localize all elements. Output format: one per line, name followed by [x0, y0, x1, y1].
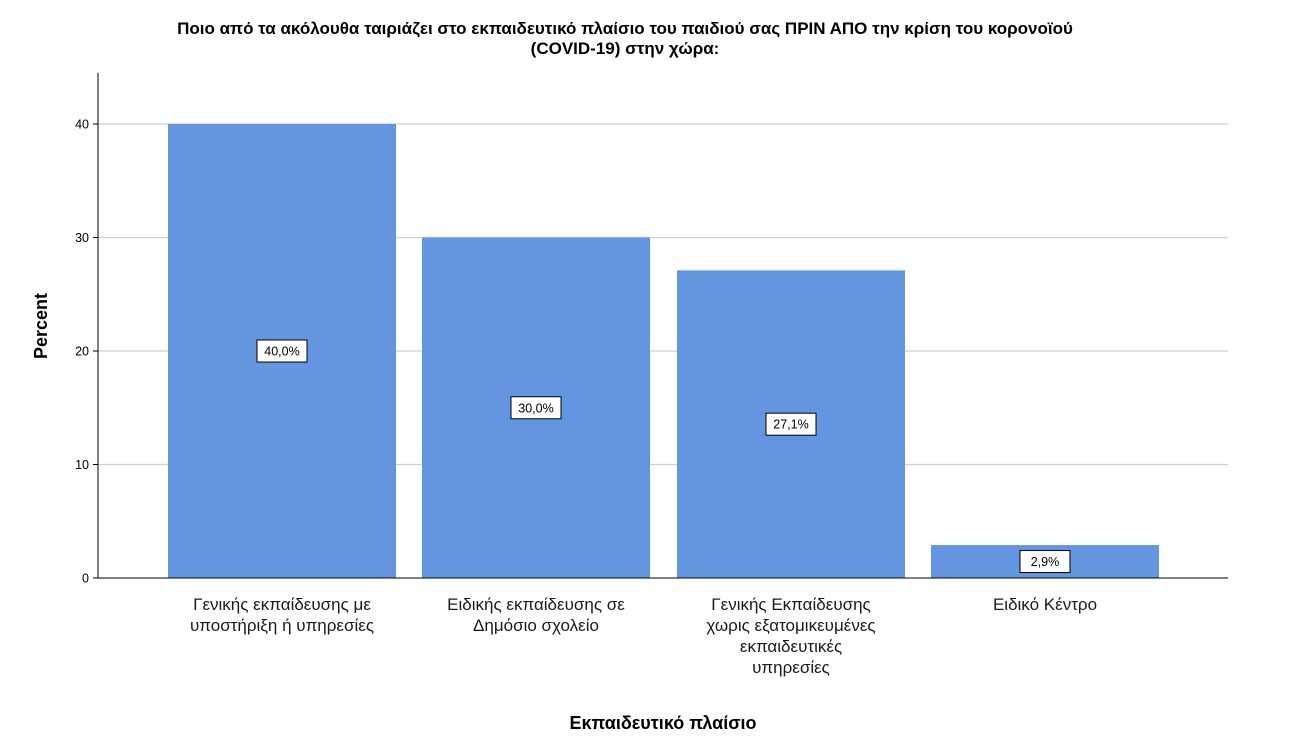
x-category-label: Ειδικό Κέντρο: [993, 595, 1097, 614]
y-axis-title: Percent: [31, 293, 51, 359]
x-category-label-line: Γενικής εκπαίδευσης με: [193, 595, 371, 614]
chart-title: Ποιο από τα ακόλουθα ταιριάζει στο εκπαι…: [177, 19, 1073, 58]
y-tick-label: 10: [75, 458, 89, 472]
data-label: 40,0%: [256, 339, 308, 363]
x-category-label-line: Δημόσιο σχολείο: [473, 616, 599, 635]
x-category-label-line: Γενικής Εκπαίδευσης: [711, 595, 871, 614]
data-label-text: 27,1%: [773, 418, 808, 432]
x-category-label-line: Ειδικής εκπαίδευσης σε: [447, 595, 625, 614]
data-label: 2,9%: [1019, 550, 1071, 574]
data-label-box: [1019, 550, 1071, 574]
data-label: 27,1%: [765, 412, 817, 436]
x-category-label-line: εκπαιδευτικές: [740, 637, 842, 656]
x-category-label: Ειδικής εκπαίδευσης σε Δημόσιο σχολείο: [447, 595, 625, 635]
data-label-text: 2,9%: [1031, 555, 1060, 569]
data-label-box: [510, 396, 562, 420]
y-tick-label: 20: [75, 345, 89, 359]
x-axis-title: Εκπαιδευτικό πλαίσιο: [569, 713, 756, 733]
x-category-label-line: υπηρεσίες: [752, 658, 830, 677]
x-category-label-line: χωρις εξατομικευμένες: [706, 616, 875, 635]
y-tick-label: 30: [75, 231, 89, 245]
y-tick-label: 40: [75, 118, 89, 132]
y-tick-label: 0: [82, 572, 89, 586]
x-category-label-line: Ειδικό Κέντρο: [993, 595, 1097, 614]
data-label-box: [765, 412, 817, 436]
x-category-label: Γενικής εκπαίδευσης με υποστήριξη ή υπηρε…: [190, 595, 374, 635]
data-labels: 40,0% 30,0% 27,1% 2,9%: [256, 339, 1071, 574]
axes: [93, 72, 1228, 579]
x-category-labels: Γενικής εκπαίδευσης με υποστήριξη ή υπηρε…: [190, 595, 1097, 677]
x-category-label-line: υποστήριξη ή υπηρεσίες: [190, 616, 374, 635]
data-label-box: [256, 339, 308, 363]
x-category-label: Γενικής Εκπαίδευσης χωρις εξατομικευμένες…: [706, 595, 875, 677]
data-label-text: 40,0%: [264, 345, 299, 359]
data-label: 30,0%: [510, 396, 562, 420]
data-label-text: 30,0%: [518, 401, 553, 415]
y-tick-labels: 0 10 20 30 40: [75, 118, 89, 586]
